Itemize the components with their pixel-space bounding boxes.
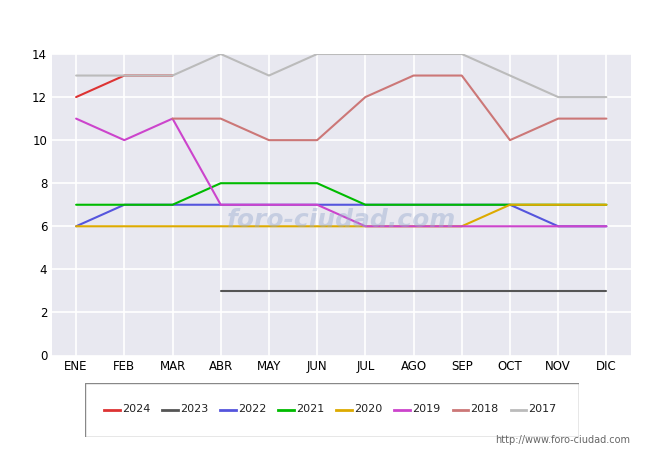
Text: 2022: 2022 (239, 405, 266, 414)
Text: 2024: 2024 (122, 405, 151, 414)
Text: Afiliados en Benafarces a 30/9/2024: Afiliados en Benafarces a 30/9/2024 (175, 11, 475, 29)
Text: 2018: 2018 (471, 405, 499, 414)
Text: http://www.foro-ciudad.com: http://www.foro-ciudad.com (495, 435, 630, 445)
Text: 2020: 2020 (354, 405, 383, 414)
Text: 2017: 2017 (528, 405, 557, 414)
Text: 2023: 2023 (180, 405, 209, 414)
Text: 2019: 2019 (412, 405, 441, 414)
FancyBboxPatch shape (84, 382, 578, 436)
Text: foro-ciudad.com: foro-ciudad.com (227, 208, 456, 232)
Text: 2021: 2021 (296, 405, 324, 414)
